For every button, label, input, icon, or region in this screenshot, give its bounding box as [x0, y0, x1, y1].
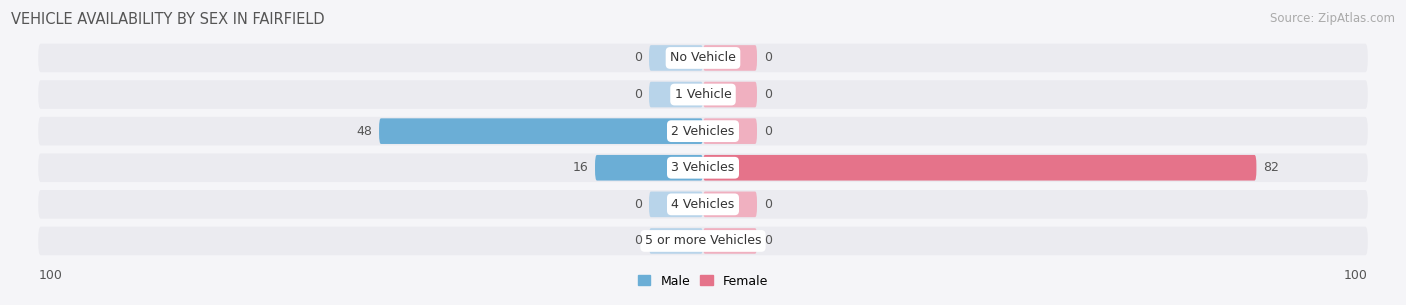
Text: Source: ZipAtlas.com: Source: ZipAtlas.com — [1270, 12, 1395, 25]
FancyBboxPatch shape — [650, 192, 703, 217]
Text: 2 Vehicles: 2 Vehicles — [672, 125, 734, 138]
Text: No Vehicle: No Vehicle — [671, 52, 735, 64]
FancyBboxPatch shape — [650, 228, 703, 254]
Text: 5 or more Vehicles: 5 or more Vehicles — [645, 235, 761, 247]
Text: 100: 100 — [1344, 270, 1368, 282]
FancyBboxPatch shape — [595, 155, 703, 181]
FancyBboxPatch shape — [703, 228, 756, 254]
FancyBboxPatch shape — [703, 155, 1257, 181]
FancyBboxPatch shape — [650, 82, 703, 107]
FancyBboxPatch shape — [38, 80, 1368, 109]
Text: 0: 0 — [763, 88, 772, 101]
Text: 82: 82 — [1263, 161, 1279, 174]
Text: 0: 0 — [634, 88, 643, 101]
FancyBboxPatch shape — [703, 118, 756, 144]
Text: 0: 0 — [763, 52, 772, 64]
FancyBboxPatch shape — [650, 45, 703, 71]
Text: 0: 0 — [634, 198, 643, 211]
FancyBboxPatch shape — [38, 44, 1368, 72]
Text: 4 Vehicles: 4 Vehicles — [672, 198, 734, 211]
FancyBboxPatch shape — [38, 190, 1368, 219]
FancyBboxPatch shape — [380, 118, 703, 144]
Text: 0: 0 — [763, 125, 772, 138]
FancyBboxPatch shape — [38, 153, 1368, 182]
Text: 1 Vehicle: 1 Vehicle — [675, 88, 731, 101]
Text: 0: 0 — [763, 198, 772, 211]
FancyBboxPatch shape — [38, 117, 1368, 145]
FancyBboxPatch shape — [703, 82, 756, 107]
Text: 16: 16 — [572, 161, 588, 174]
Text: 3 Vehicles: 3 Vehicles — [672, 161, 734, 174]
FancyBboxPatch shape — [703, 45, 756, 71]
Text: 0: 0 — [763, 235, 772, 247]
Text: 48: 48 — [357, 125, 373, 138]
Text: 100: 100 — [38, 270, 62, 282]
Text: VEHICLE AVAILABILITY BY SEX IN FAIRFIELD: VEHICLE AVAILABILITY BY SEX IN FAIRFIELD — [11, 12, 325, 27]
Legend: Male, Female: Male, Female — [633, 270, 773, 292]
Text: 0: 0 — [634, 52, 643, 64]
FancyBboxPatch shape — [703, 192, 756, 217]
FancyBboxPatch shape — [38, 227, 1368, 255]
Text: 0: 0 — [634, 235, 643, 247]
